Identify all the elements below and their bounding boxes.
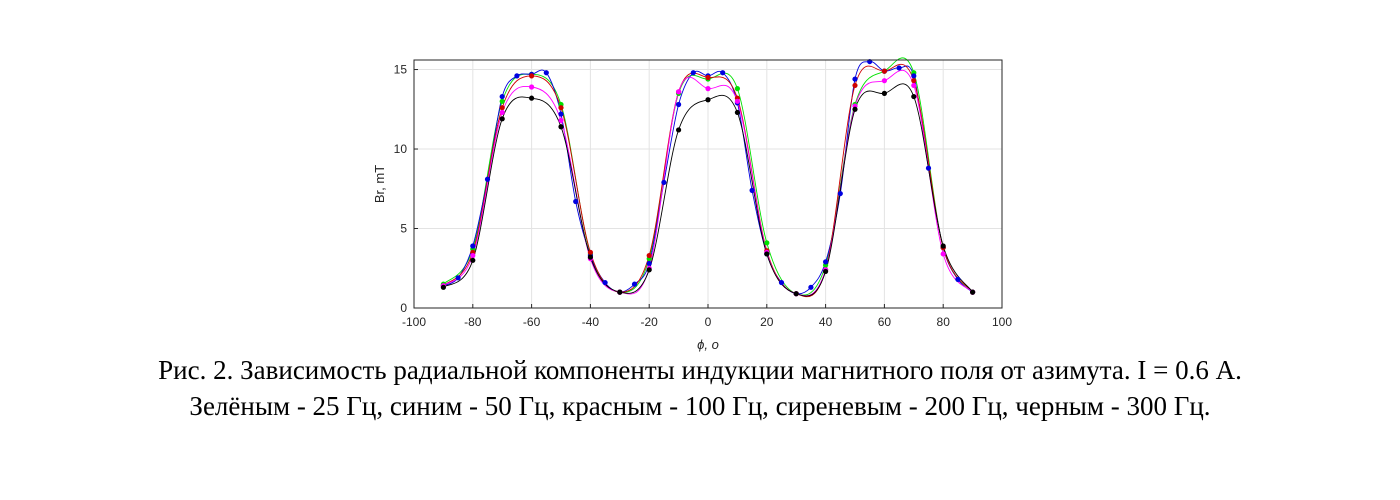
series-1-point	[558, 111, 564, 117]
series-2-point	[881, 68, 888, 74]
y-tick-label: 0	[400, 301, 407, 315]
series-1-point	[749, 187, 755, 193]
caption-line-2: Зелёным - 25 Гц, синим - 50 Гц, красным …	[189, 391, 1211, 421]
series-1-point	[573, 198, 579, 205]
series-4-point	[558, 124, 564, 130]
y-axis-label: Br, mT	[372, 165, 387, 203]
series-2-point	[646, 252, 652, 259]
series-4-point	[823, 268, 829, 275]
x-tick-label: -100	[402, 315, 426, 329]
series-2-point	[499, 105, 505, 111]
series-1-point	[499, 93, 505, 100]
series-1-point	[955, 276, 961, 282]
series-1-point	[896, 65, 902, 71]
series-2-point	[852, 82, 858, 89]
series-4-point	[470, 257, 476, 263]
series-2-point	[705, 74, 711, 81]
series-3-point	[529, 84, 535, 90]
series-4-point	[970, 289, 976, 295]
series-1-point	[808, 284, 814, 290]
series-4-point	[499, 116, 505, 122]
series-4-point	[852, 106, 858, 112]
y-tick-label: 15	[394, 63, 408, 77]
x-tick-label: 20	[760, 315, 774, 329]
series-1-point	[720, 70, 726, 76]
series-4-point	[440, 284, 446, 290]
series-3-point	[676, 89, 682, 95]
series-1-point	[676, 101, 682, 108]
series-1-point	[837, 190, 843, 197]
series-3-point	[499, 109, 505, 116]
y-tick-label: 10	[394, 142, 408, 156]
series-1-point	[925, 165, 932, 171]
x-tick-label: -20	[641, 315, 659, 329]
series-4-point	[764, 251, 770, 257]
series-1-point	[484, 176, 491, 182]
x-tick-label: 60	[878, 315, 892, 329]
series-4-point	[881, 90, 888, 96]
series-4-point	[940, 243, 946, 249]
series-3-point	[911, 82, 917, 89]
series-1-point	[852, 76, 858, 82]
series-1-point	[543, 70, 549, 76]
series-3-point	[558, 117, 564, 124]
series-1-point	[661, 179, 667, 186]
series-0-point	[734, 86, 741, 92]
series-1-point	[646, 260, 652, 267]
series-3-point	[734, 98, 741, 104]
series-0-point	[499, 98, 505, 104]
series-1-point	[602, 279, 608, 286]
series-1-point	[514, 73, 520, 79]
br-vs-azimuth-chart: -100 -80 -60 -40 -20 0 20 40 60 80 100 0 5 10 15 ϕ, o…	[372, 57, 1012, 352]
series-1-point	[778, 279, 785, 286]
x-axis-label: ϕ, o	[697, 337, 719, 352]
series-4-point	[587, 254, 594, 260]
series-3-point	[705, 86, 711, 92]
x-tick-label: -80	[464, 315, 482, 329]
series-4-point	[734, 109, 741, 116]
x-tick-label: 100	[992, 315, 1012, 329]
series-1-point	[631, 281, 638, 287]
x-tick-label: -60	[523, 315, 541, 329]
series-2-point	[558, 105, 564, 111]
series-4-point	[529, 95, 535, 101]
x-tick-label: 80	[937, 315, 951, 329]
series-4-point	[646, 267, 652, 273]
caption-line-1: Рис. 2. Зависимость радиальной компонент…	[158, 355, 1242, 385]
y-tick-label: 5	[400, 222, 407, 236]
series-3-point	[881, 78, 888, 84]
series-2-point	[529, 73, 535, 79]
x-tick-label: 0	[705, 315, 712, 329]
series-4-point	[911, 93, 917, 100]
series-1-point	[455, 275, 461, 281]
x-tick-label: -40	[582, 315, 600, 329]
series-0-point	[764, 240, 770, 246]
series-2-point	[911, 78, 917, 84]
series-4-point	[793, 291, 799, 297]
figure-caption: Рис. 2. Зависимость радиальной компонент…	[0, 352, 1400, 424]
x-tick-label: 40	[819, 315, 833, 329]
series-4-point	[705, 97, 711, 103]
series-3-point	[470, 252, 476, 259]
series-4-point	[676, 127, 682, 133]
series-1-point	[690, 70, 696, 76]
series-1-point	[911, 73, 917, 79]
series-2-point	[587, 249, 594, 255]
series-1-point	[823, 259, 829, 265]
series-3-point	[940, 251, 946, 257]
series-4-point	[617, 289, 623, 295]
series-1-point	[470, 243, 476, 249]
